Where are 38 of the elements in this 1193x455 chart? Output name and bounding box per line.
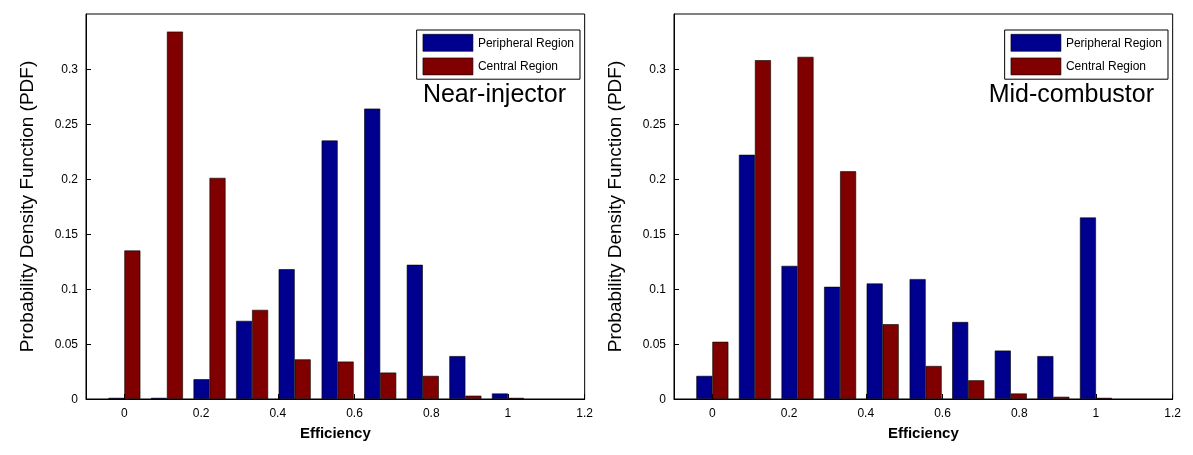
x-axis-title: Efficiency <box>887 424 960 441</box>
y-tick-label: 0.3 <box>61 62 79 76</box>
y-tick-label: 0 <box>659 392 667 406</box>
legend-label: Peripheral Region <box>1065 35 1162 50</box>
x-tick-label: 0 <box>709 406 717 420</box>
y-tick-label: 0.25 <box>54 117 79 131</box>
y-tick-label: 0.25 <box>642 117 667 131</box>
y-tick-label: 0 <box>71 392 79 406</box>
annotation: Mid-combustor <box>988 78 1155 107</box>
x-tick-label: 0.2 <box>780 406 798 420</box>
x-axis-title: Efficiency <box>299 424 372 441</box>
y-tick-label: 0.15 <box>54 227 79 241</box>
legend-label: Central Region <box>1065 59 1146 74</box>
legend-label: Central Region <box>477 59 558 74</box>
x-tick-label: 1.2 <box>1164 406 1182 420</box>
x-tick-label: 1 <box>504 406 512 420</box>
y-tick-label: 0.1 <box>649 282 667 296</box>
y-tick-label: 0.2 <box>649 172 667 186</box>
x-tick-label: 0.8 <box>1010 406 1028 420</box>
annotation: Near-injector <box>422 78 567 107</box>
y-axis-title: Probability Density Function (PDF) <box>16 60 37 353</box>
legend-label: Peripheral Region <box>477 35 574 50</box>
x-tick-label: 0.6 <box>346 406 364 420</box>
x-tick-label: 0.8 <box>422 406 440 420</box>
x-tick-label: 0.6 <box>934 406 952 420</box>
x-tick-label: 1 <box>1092 406 1100 420</box>
y-tick-label: 0.05 <box>54 337 79 351</box>
y-tick-label: 0.3 <box>649 62 667 76</box>
y-tick-label: 0.05 <box>642 337 667 351</box>
x-tick-label: 0.2 <box>192 406 210 420</box>
x-tick-label: 0.4 <box>269 406 287 420</box>
y-tick-label: 0.1 <box>61 282 79 296</box>
y-tick-label: 0.15 <box>642 227 667 241</box>
x-tick-label: 1.2 <box>576 406 594 420</box>
x-tick-label: 0 <box>121 406 129 420</box>
y-tick-label: 0.2 <box>61 172 79 186</box>
y-axis-title: Probability Density Function (PDF) <box>604 60 625 353</box>
x-tick-label: 0.4 <box>857 406 875 420</box>
